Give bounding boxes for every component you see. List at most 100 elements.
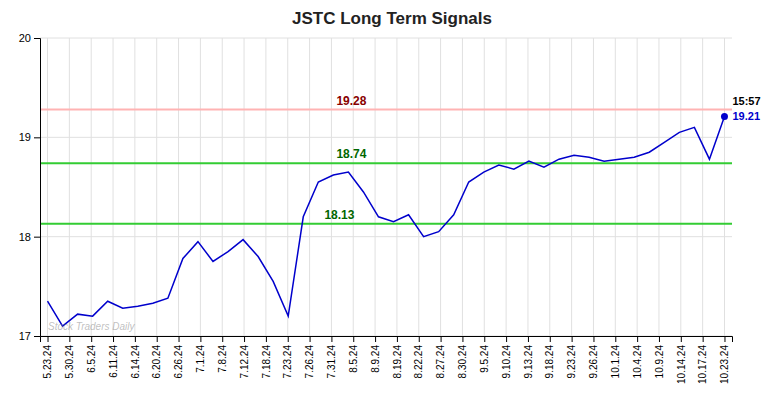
grid-line <box>549 38 550 336</box>
reference-line <box>40 162 732 164</box>
tick-label: 18 <box>19 231 31 243</box>
tick-label: 7.8.24 <box>217 345 228 373</box>
tick-mark <box>34 38 40 39</box>
tick-label: 5.30.24 <box>64 345 75 379</box>
tick-label: 10.23.24 <box>719 345 730 384</box>
tick-mark <box>200 336 201 342</box>
tick: 19 <box>19 131 40 143</box>
tick: 6.20.24 <box>151 336 162 378</box>
grid-line <box>134 38 135 336</box>
tick: 7.8.24 <box>217 336 228 373</box>
grid-line <box>658 38 659 336</box>
tick-mark <box>48 336 49 342</box>
tick-label: 7.23.24 <box>282 345 293 379</box>
tick: 8.19.24 <box>392 336 403 378</box>
tick-mark <box>659 336 660 342</box>
tick: 5.30.24 <box>64 336 75 378</box>
tick: 7.12.24 <box>239 336 250 378</box>
title: JSTC Long Term Signals <box>292 9 492 28</box>
plot: 5.23.245.30.246.5.246.11.246.14.246.20.2… <box>19 32 761 384</box>
tick-label: 7.26.24 <box>304 345 315 379</box>
axis-line <box>34 39 41 337</box>
grid-line <box>265 38 266 336</box>
tick: 20 <box>19 32 40 44</box>
tick-mark <box>681 336 682 342</box>
tick-mark <box>331 336 332 342</box>
reference-line <box>40 109 732 111</box>
tick-label: 10.17.24 <box>697 345 708 384</box>
tick-mark <box>484 336 485 342</box>
tick: 10.23.24 <box>719 336 730 384</box>
grid-line <box>571 38 572 336</box>
tick: 8.30.24 <box>457 336 468 378</box>
tick-label: 8.27.24 <box>435 345 446 379</box>
tick-mark <box>157 336 158 342</box>
grid-line <box>178 38 179 336</box>
tick-label: 9.13.24 <box>523 345 534 379</box>
tick: 10.9.24 <box>654 336 665 378</box>
grid-line <box>680 38 681 336</box>
tick-label: 7.31.24 <box>326 345 337 379</box>
tick: 7.1.24 <box>195 336 206 373</box>
tick-mark <box>69 336 70 342</box>
tick: 7.18.24 <box>261 336 272 378</box>
grid-line <box>615 38 616 336</box>
tick-mark <box>528 336 529 342</box>
tick: 5.23.24 <box>42 336 53 378</box>
tick: 9.5.24 <box>479 336 490 373</box>
grid-line <box>40 236 732 237</box>
grid-line <box>702 38 703 336</box>
tick: 9.18.24 <box>544 336 555 378</box>
grid-line <box>418 38 419 336</box>
grid-line <box>440 38 441 336</box>
reference-line <box>40 223 732 225</box>
grid-line <box>396 38 397 336</box>
grid-line <box>353 38 354 336</box>
tick-mark <box>441 336 442 342</box>
grid-line <box>287 38 288 336</box>
tick: 9.10.24 <box>501 336 512 378</box>
x-axis: 5.23.245.30.246.5.246.11.246.14.246.20.2… <box>41 336 733 384</box>
tick-mark <box>506 336 507 342</box>
grid-line <box>244 38 245 336</box>
tick-label: 6.11.24 <box>108 345 119 378</box>
y-axis: 17 18 19 20 <box>19 32 41 342</box>
tick-mark <box>266 336 267 342</box>
tick: 7.31.24 <box>326 336 337 378</box>
tick-mark <box>135 336 136 342</box>
grid-line <box>200 38 201 336</box>
tick: 9.13.24 <box>523 336 534 378</box>
tick-label: 20 <box>19 32 31 44</box>
tick-label: 8.19.24 <box>392 345 403 379</box>
tick-mark <box>288 336 289 342</box>
grid-line <box>222 38 223 336</box>
grid-line <box>331 38 332 336</box>
tick-mark <box>179 336 180 342</box>
tick: 9.26.24 <box>588 336 599 378</box>
grid-line <box>47 38 48 336</box>
tick-label: 7.12.24 <box>239 345 250 379</box>
price-line <box>48 116 725 326</box>
tick-mark <box>310 336 311 342</box>
watermark: Stock Traders Daily <box>48 321 136 332</box>
tick-mark <box>615 336 616 342</box>
tick-mark <box>462 336 463 342</box>
tick-mark <box>397 336 398 342</box>
reference-label: 18.13 <box>324 208 354 222</box>
grid-line <box>113 38 114 336</box>
grid-line <box>593 38 594 336</box>
tick-label: 7.1.24 <box>195 345 206 373</box>
grid-line <box>637 38 638 336</box>
grid-line <box>724 38 725 336</box>
tick-label: 10.4.24 <box>632 345 643 379</box>
tick-mark <box>375 336 376 342</box>
tick-mark <box>91 336 92 342</box>
tick-mark <box>724 336 725 342</box>
tick: 10.17.24 <box>697 336 708 384</box>
tick-mark <box>222 336 223 342</box>
tick-mark <box>703 336 704 342</box>
tick-label: 9.23.24 <box>566 345 577 379</box>
tick-label: 17 <box>19 330 31 342</box>
annotation: 15:57 <box>732 95 760 107</box>
grid-line <box>40 137 732 138</box>
